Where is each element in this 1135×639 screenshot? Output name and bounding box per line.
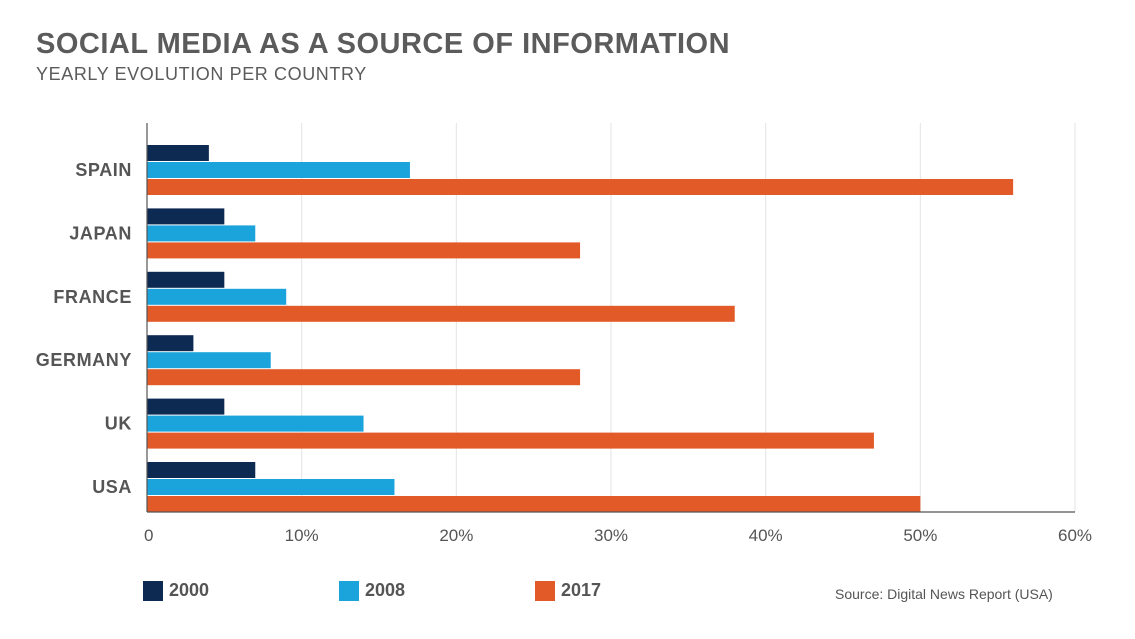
- legend-swatch-2017: [535, 580, 555, 601]
- legend-item-2017: 2017: [535, 580, 601, 601]
- bar-chart: SPAIN JAPAN FRANCE GERMANY UK USA 0 10% 20% 30% 40…: [36, 123, 1092, 545]
- bar-germany-2008: [147, 352, 271, 369]
- x-tick-label-0: 0: [144, 526, 153, 545]
- x-tick-label-10: 10%: [285, 526, 319, 545]
- category-label-uk: UK: [105, 414, 132, 434]
- chart-subtitle: YEARLY EVOLUTION PER COUNTRY: [36, 64, 367, 84]
- bar-uk-2000: [147, 398, 225, 415]
- bar-germany-2000: [147, 335, 194, 352]
- legend-item-2008: 2008: [339, 580, 405, 601]
- bar-uk-2008: [147, 415, 364, 432]
- bar-japan-2017: [147, 242, 581, 259]
- bar-usa-2017: [147, 496, 921, 512]
- legend-swatch-2000: [143, 580, 163, 601]
- bar-germany-2017: [147, 369, 581, 386]
- category-label-spain: SPAIN: [75, 160, 132, 180]
- bar-usa-2000: [147, 462, 256, 478]
- category-label-germany: GERMANY: [36, 350, 132, 370]
- source-note: Source: Digital News Report (USA): [835, 586, 1053, 602]
- bar-france-2008: [147, 288, 287, 305]
- x-tick-label-40: 40%: [749, 526, 783, 545]
- bar-spain-2000: [147, 145, 209, 161]
- bar-uk-2017: [147, 432, 874, 449]
- x-tick-label-20: 20%: [439, 526, 473, 545]
- bar-france-2000: [147, 271, 225, 288]
- bar-france-2017: [147, 305, 735, 322]
- bar-usa-2008: [147, 479, 395, 495]
- bar-spain-2017: [147, 179, 1014, 195]
- category-label-usa: USA: [92, 477, 132, 497]
- bar-spain-2008: [147, 162, 410, 178]
- x-tick-label-60: 60%: [1058, 526, 1092, 545]
- category-label-japan: JAPAN: [69, 223, 132, 243]
- legend: 2000 2008 2017: [0, 580, 1135, 604]
- legend-label-2000: 2000: [169, 580, 210, 600]
- x-tick-label-50: 50%: [903, 526, 937, 545]
- legend-label-2008: 2008: [365, 580, 406, 600]
- legend-swatch-2008: [339, 580, 359, 601]
- legend-item-2000: 2000: [143, 580, 209, 601]
- x-tick-label-30: 30%: [594, 526, 628, 545]
- legend-label-2017: 2017: [561, 580, 602, 600]
- bar-japan-2000: [147, 208, 225, 225]
- chart-title: SOCIAL MEDIA AS A SOURCE OF INFORMATION: [36, 28, 731, 60]
- bar-japan-2008: [147, 225, 256, 242]
- category-label-france: FRANCE: [53, 287, 132, 307]
